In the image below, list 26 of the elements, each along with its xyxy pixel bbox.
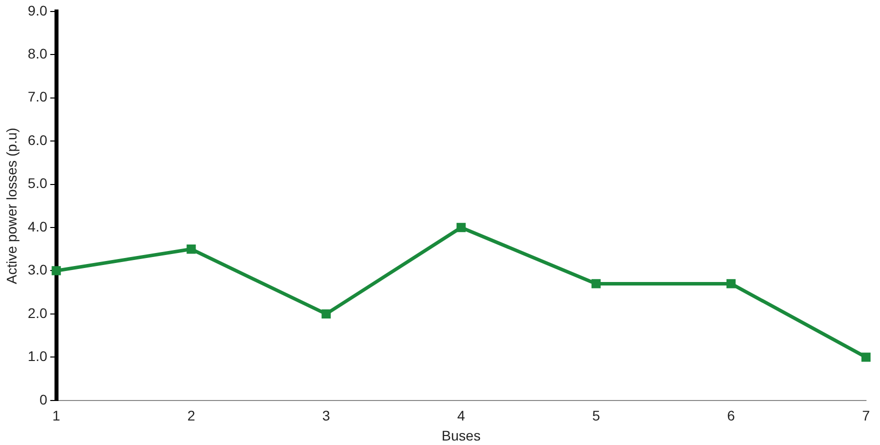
y-tick-label: 6.0 [28, 132, 48, 148]
point [592, 279, 601, 288]
point [726, 279, 736, 288]
y-tick-label: 4.0 [28, 218, 48, 234]
x-tick-label: 6 [727, 408, 736, 424]
y-tick-label: 0 [39, 391, 48, 408]
point [52, 266, 61, 276]
point [322, 309, 331, 319]
point [861, 352, 871, 362]
x-tick-label: 5 [592, 408, 600, 424]
y-tick-label: 2.0 [28, 304, 48, 321]
x-tick-label: 3 [322, 408, 330, 424]
y-tick-label: 5.0 [28, 175, 48, 192]
x-tick-label: 1 [52, 408, 60, 424]
y-tick-label: 8.0 [28, 45, 48, 62]
y-tick-label: 7.0 [28, 88, 48, 105]
x-tick-label: 7 [862, 408, 870, 424]
y-tick-label: 3.0 [28, 262, 48, 278]
y-tick-label: 1.0 [28, 348, 48, 364]
point [186, 244, 196, 254]
x-axis-title: Buses [442, 427, 481, 444]
x-tick-label: 4 [457, 408, 466, 424]
y-tick-label: 9.0 [28, 2, 48, 18]
point [456, 222, 466, 232]
x-tick-label: 2 [187, 408, 196, 424]
y-axis-title: Active power losses (p.u) [3, 128, 20, 284]
